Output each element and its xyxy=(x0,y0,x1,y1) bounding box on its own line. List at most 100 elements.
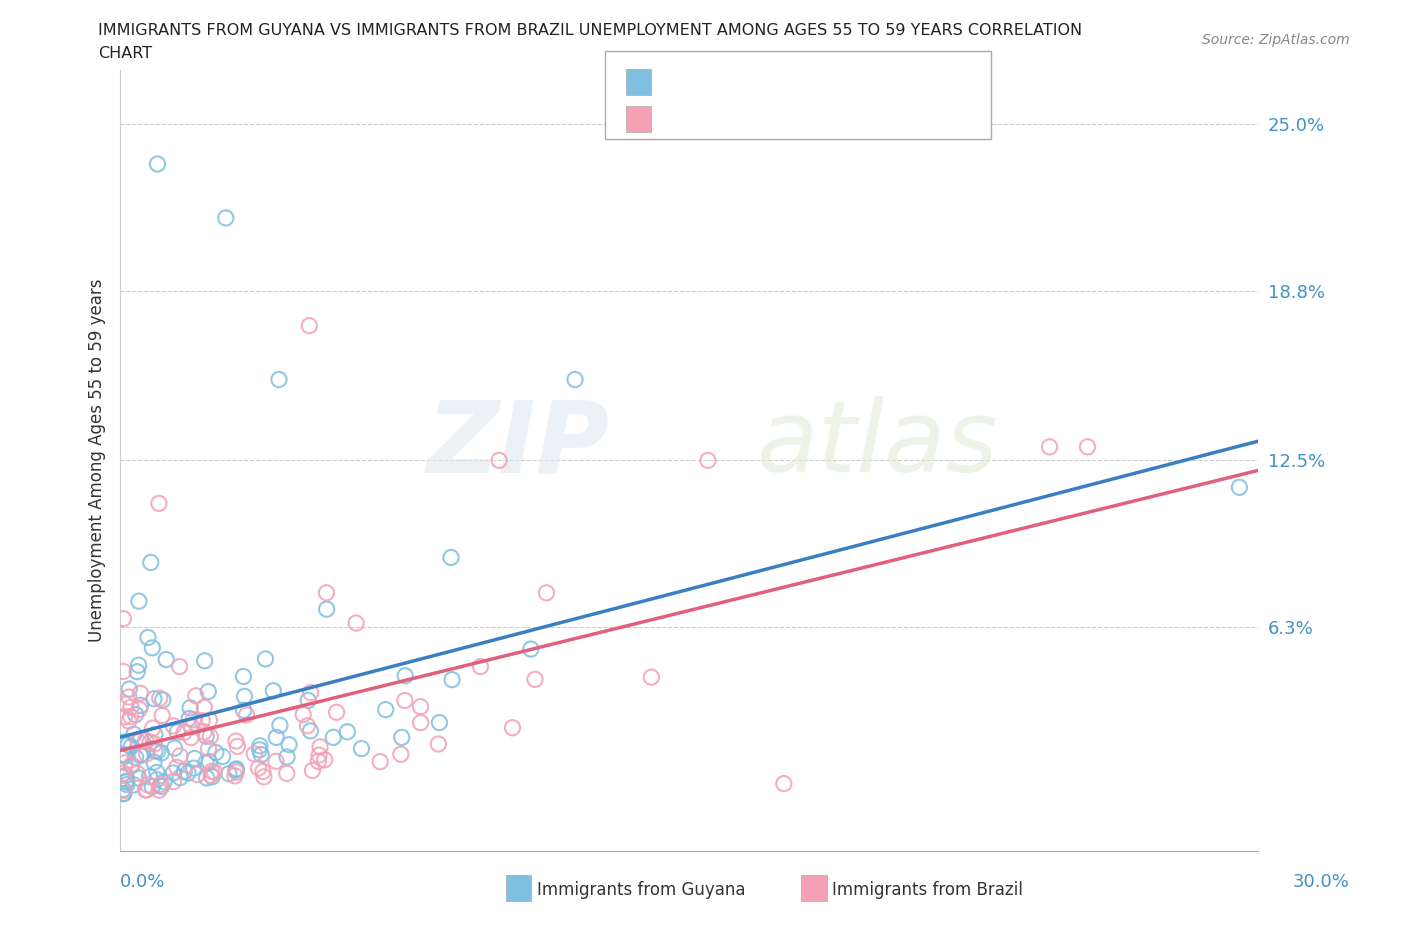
Text: 102: 102 xyxy=(841,75,879,93)
Point xyxy=(122,727,145,742)
Point xyxy=(149,777,172,791)
Text: Source: ZipAtlas.com: Source: ZipAtlas.com xyxy=(1202,33,1350,46)
Point xyxy=(1229,480,1251,495)
Point xyxy=(198,754,221,769)
Point xyxy=(162,775,184,790)
Point xyxy=(344,616,367,631)
Point xyxy=(470,659,492,674)
Point xyxy=(315,585,337,600)
Point xyxy=(124,707,146,722)
Point xyxy=(225,763,247,777)
Point xyxy=(118,689,141,704)
Point xyxy=(142,754,165,769)
Point xyxy=(350,741,373,756)
Point xyxy=(247,761,270,776)
Point xyxy=(262,684,284,698)
Y-axis label: Unemployment Among Ages 55 to 59 years: Unemployment Among Ages 55 to 59 years xyxy=(87,279,105,642)
Point xyxy=(205,745,228,760)
Point xyxy=(143,727,166,742)
Point xyxy=(117,737,139,752)
Point xyxy=(129,748,152,763)
Point xyxy=(501,721,523,736)
Point xyxy=(146,744,169,759)
Point xyxy=(204,764,226,779)
Point xyxy=(391,730,413,745)
Point xyxy=(129,698,152,712)
Point xyxy=(166,724,188,739)
Point xyxy=(394,693,416,708)
Point xyxy=(173,725,195,740)
Point xyxy=(131,747,153,762)
Point xyxy=(128,771,150,786)
Point xyxy=(232,703,254,718)
Point xyxy=(200,764,222,778)
Point xyxy=(427,737,450,751)
Point xyxy=(163,740,186,755)
Point xyxy=(115,774,138,789)
Point xyxy=(112,735,135,750)
Point xyxy=(112,765,135,780)
Point xyxy=(141,641,163,656)
Point xyxy=(520,642,543,657)
Point xyxy=(197,741,219,756)
Point xyxy=(225,764,247,779)
Point xyxy=(368,754,391,769)
Point xyxy=(169,749,191,764)
Point xyxy=(249,742,271,757)
Point xyxy=(169,770,191,785)
Point xyxy=(200,768,222,783)
Point xyxy=(129,732,152,747)
Point xyxy=(177,765,200,780)
Point xyxy=(146,156,169,171)
Point xyxy=(143,691,166,706)
Point xyxy=(488,453,510,468)
Text: 0.0%: 0.0% xyxy=(120,872,165,891)
Point xyxy=(127,766,149,781)
Point xyxy=(299,685,322,700)
Point xyxy=(374,702,396,717)
Point xyxy=(299,724,322,738)
Point xyxy=(254,652,277,667)
Point xyxy=(120,739,142,754)
Point xyxy=(143,737,166,751)
Point xyxy=(183,751,205,766)
Point xyxy=(162,719,184,734)
Point xyxy=(149,691,172,706)
Point xyxy=(307,754,329,769)
Point xyxy=(297,693,319,708)
Point xyxy=(112,786,135,801)
Point xyxy=(118,713,141,728)
Point xyxy=(773,777,796,791)
Point xyxy=(218,766,240,781)
Point xyxy=(269,718,291,733)
Point xyxy=(266,730,288,745)
Point xyxy=(181,712,204,727)
Point xyxy=(128,702,150,717)
Text: R =: R = xyxy=(662,75,702,93)
Point xyxy=(150,746,173,761)
Point xyxy=(173,764,195,778)
Point xyxy=(325,705,347,720)
Point xyxy=(523,671,546,686)
Point xyxy=(232,669,254,684)
Point xyxy=(336,724,359,739)
Point xyxy=(253,769,276,784)
Point xyxy=(198,712,221,727)
Text: N =: N = xyxy=(789,112,828,129)
Point xyxy=(148,783,170,798)
Point xyxy=(194,755,217,770)
Point xyxy=(194,654,217,669)
Point xyxy=(136,777,159,792)
Text: 30.0%: 30.0% xyxy=(1294,872,1350,891)
Point xyxy=(226,739,249,754)
Point xyxy=(322,730,344,745)
Point xyxy=(225,734,247,749)
Point xyxy=(200,729,222,744)
Point xyxy=(162,765,184,780)
Point xyxy=(120,710,142,724)
Point xyxy=(195,770,218,785)
Point xyxy=(153,775,176,790)
Point xyxy=(308,748,330,763)
Point xyxy=(150,779,173,794)
Point xyxy=(122,777,145,792)
